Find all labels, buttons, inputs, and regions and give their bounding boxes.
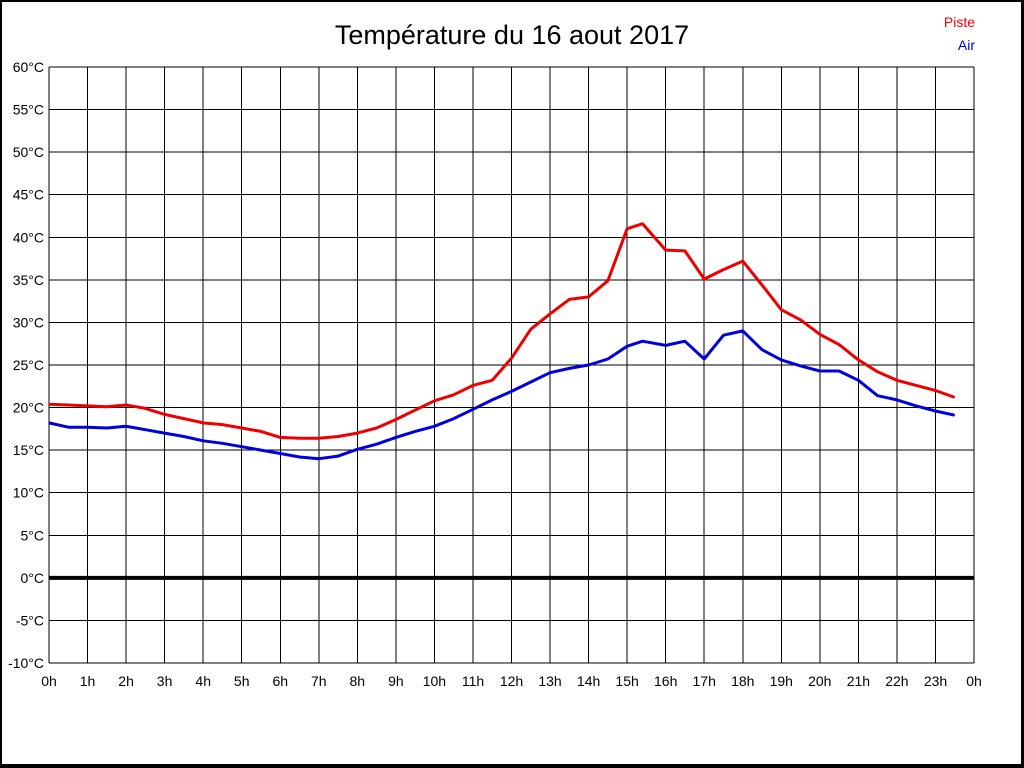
page-title: Température du 16 aout 2017	[334, 20, 690, 50]
y-tick-label: -10°C	[8, 655, 44, 671]
x-tick-label: 1h	[80, 673, 96, 689]
y-tick-label: 15°C	[13, 442, 44, 458]
y-tick-label: 30°C	[13, 314, 44, 330]
x-tick-label: 15h	[615, 673, 638, 689]
y-tick-label: 35°C	[13, 272, 44, 288]
y-tick-label: 45°C	[13, 187, 44, 203]
legend-item-air: Air	[957, 37, 975, 53]
y-tick-label: 5°C	[21, 527, 45, 543]
x-tick-label: 18h	[731, 673, 754, 689]
legend-item-piste: Piste	[943, 14, 975, 30]
y-tick-label: 20°C	[13, 400, 44, 416]
y-tick-label: 40°C	[13, 229, 44, 245]
y-tick-label: 0°C	[21, 570, 45, 586]
x-tick-label: 4h	[195, 673, 211, 689]
x-tick-label: 19h	[770, 673, 793, 689]
x-tick-label: 5h	[234, 673, 250, 689]
x-tick-label: 14h	[577, 673, 600, 689]
y-tick-label: 25°C	[13, 357, 44, 373]
x-tick-label: 10h	[423, 673, 446, 689]
y-tick-label: 55°C	[13, 102, 44, 118]
series-piste	[48, 222, 956, 440]
x-tick-label: 8h	[350, 673, 366, 689]
x-tick-label: 6h	[273, 673, 289, 689]
x-tick-label: 13h	[538, 673, 561, 689]
x-tick-label: 2h	[118, 673, 134, 689]
y-tick-label: 60°C	[13, 59, 44, 75]
x-tick-label: 12h	[500, 673, 523, 689]
y-tick-label: -5°C	[16, 612, 44, 628]
x-tick-label: 0h	[966, 673, 982, 689]
x-tick-label: 11h	[462, 673, 484, 689]
x-tick-label: 16h	[654, 673, 677, 689]
chart-legend: Piste Air	[944, 11, 975, 57]
x-tick-label: 7h	[311, 673, 327, 689]
x-tick-label: 0h	[41, 673, 57, 689]
y-tick-label: 50°C	[13, 144, 44, 160]
x-tick-label: 9h	[388, 673, 404, 689]
x-tick-label: 17h	[693, 673, 716, 689]
x-tick-label: 3h	[157, 673, 173, 689]
x-tick-label: 22h	[885, 673, 908, 689]
x-tick-label: 21h	[847, 673, 870, 689]
y-tick-label: 10°C	[13, 485, 44, 501]
x-tick-label: 23h	[924, 673, 947, 689]
x-tick-label: 20h	[808, 673, 831, 689]
series-air	[48, 329, 956, 461]
